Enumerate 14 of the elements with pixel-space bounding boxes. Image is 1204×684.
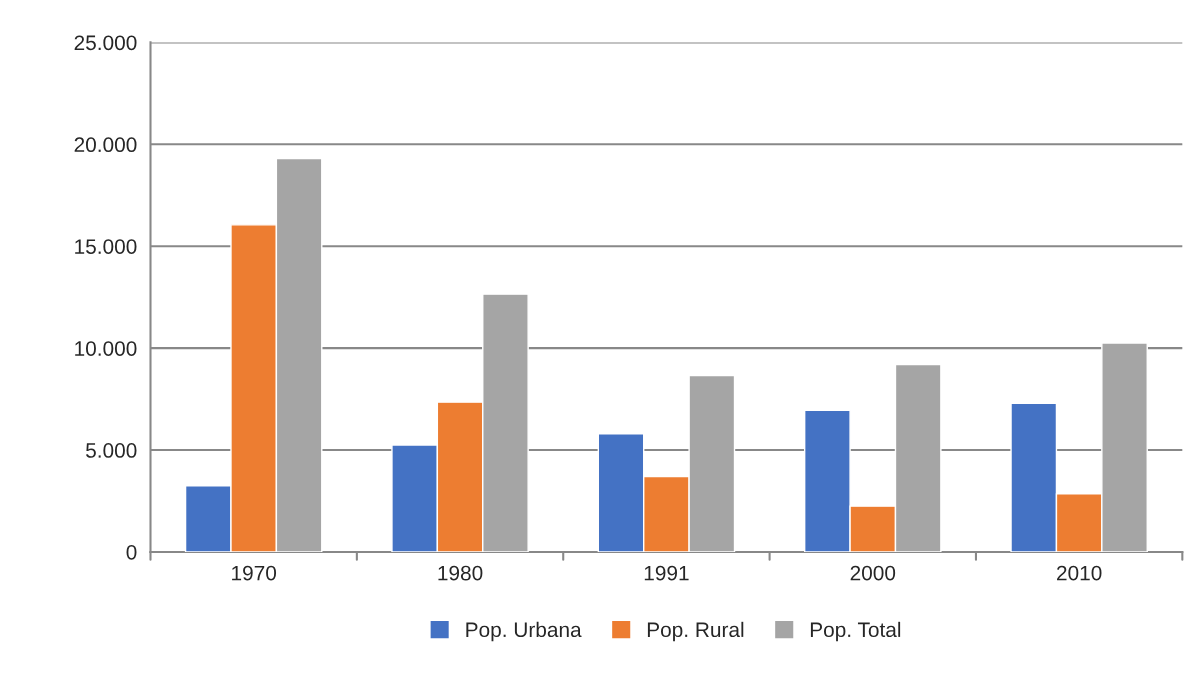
y-tick-label: 15.000 — [75, 239, 137, 254]
y-tick-label: 20.000 — [74, 137, 137, 153]
legend-label: Pop. Urbana — [466, 621, 582, 642]
x-tick-label: 1991 — [644, 565, 689, 581]
x-tick-label: 2000 — [850, 565, 896, 581]
y-tick-label: 10.000 — [75, 341, 137, 356]
y-tick-label: 0 — [126, 544, 137, 560]
x-tick-label: 2010 — [1057, 565, 1102, 581]
y-tick-label: 25.000 — [74, 35, 137, 51]
x-tick-label: 1970 — [232, 565, 277, 581]
y-tick-label: 5.000 — [86, 443, 137, 458]
x-tick-label: 1980 — [438, 565, 483, 581]
legend-label: Pop. Rural — [647, 621, 744, 642]
legend-label: Pop. Total — [810, 621, 901, 642]
